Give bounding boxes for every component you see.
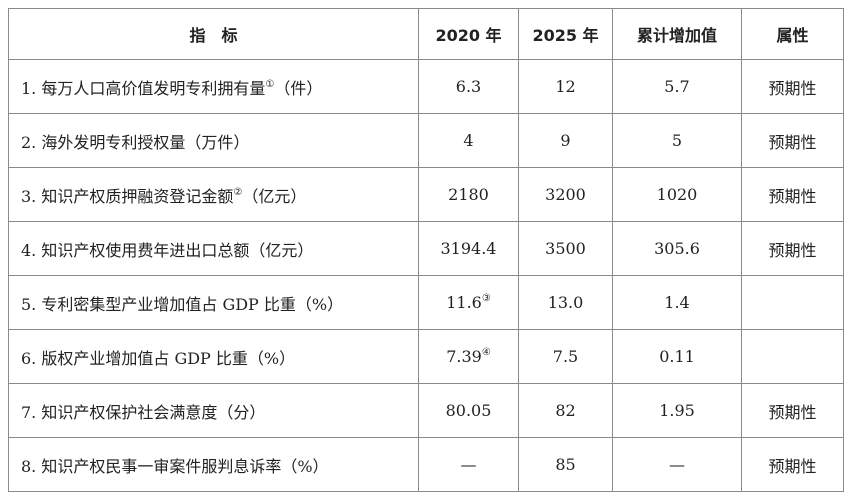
value-cell: 1020 [612, 167, 742, 222]
cell-text: 1. 每万人口高价值发明专利拥有量 [21, 78, 266, 98]
value-cell: 5 [612, 113, 742, 168]
table-row: 6. 版权产业增加值占 GDP 比重（%） 7.39④ 7.5 0.11 [8, 329, 844, 384]
cell-unit: （件） [274, 78, 323, 98]
value-cell: 预期性 [741, 59, 844, 114]
value-cell: — [418, 437, 519, 492]
indicator-cell: 8. 知识产权民事一审案件服判息诉率（%） [8, 437, 419, 492]
value-cell: 预期性 [741, 113, 844, 168]
value-cell: 7.5 [518, 329, 613, 384]
header-cell: 累计增加值 [612, 8, 742, 60]
footnote-mark: ① [265, 78, 275, 90]
value-cell: 1.95 [612, 383, 742, 438]
table-row: 5. 专利密集型产业增加值占 GDP 比重（%） 11.6③ 13.0 1.4 [8, 275, 844, 330]
cell-unit: （亿元） [242, 186, 307, 206]
value-cell: 3194.4 [418, 221, 519, 276]
value-cell: 3500 [518, 221, 613, 276]
footnote-mark: ③ [481, 293, 491, 304]
indicator-cell: 2. 海外发明专利授权量（万件） [8, 113, 419, 168]
value-cell: 2180 [418, 167, 519, 222]
value-cell: 82 [518, 383, 613, 438]
cell-text: 11.6 [446, 293, 482, 312]
value-cell: 85 [518, 437, 613, 492]
value-cell: 305.6 [612, 221, 742, 276]
value-cell: 11.6③ [418, 275, 519, 330]
table-row: 1. 每万人口高价值发明专利拥有量①（件） 6.3 12 5.7 预期性 [8, 59, 844, 114]
header-cell: 属性 [741, 8, 844, 60]
value-cell: 80.05 [418, 383, 519, 438]
table-row: 2. 海外发明专利授权量（万件） 4 9 5 预期性 [8, 113, 844, 168]
value-cell: 预期性 [741, 383, 844, 438]
value-cell [741, 275, 844, 330]
value-cell: 预期性 [741, 167, 844, 222]
header-cell: 2025 年 [518, 8, 613, 60]
header-cell: 指 标 [8, 8, 419, 60]
indicator-cell: 6. 版权产业增加值占 GDP 比重（%） [8, 329, 419, 384]
table-row: 7. 知识产权保护社会满意度（分） 80.05 82 1.95 预期性 [8, 383, 844, 438]
value-cell: 4 [418, 113, 519, 168]
value-cell: 9 [518, 113, 613, 168]
indicator-cell: 4. 知识产权使用费年进出口总额（亿元） [8, 221, 419, 276]
value-cell: 预期性 [741, 221, 844, 276]
value-cell: 预期性 [741, 437, 844, 492]
indicator-cell: 1. 每万人口高价值发明专利拥有量①（件） [8, 59, 419, 114]
header-cell: 2020 年 [418, 8, 519, 60]
value-cell: 1.4 [612, 275, 742, 330]
value-cell: 5.7 [612, 59, 742, 114]
footnote-mark: ② [233, 186, 243, 198]
value-cell: — [612, 437, 742, 492]
value-cell: 7.39④ [418, 329, 519, 384]
table-row: 4. 知识产权使用费年进出口总额（亿元） 3194.4 3500 305.6 预期性 [8, 221, 844, 276]
indicator-cell: 3. 知识产权质押融资登记金额②（亿元） [8, 167, 419, 222]
indicator-cell: 7. 知识产权保护社会满意度（分） [8, 383, 419, 438]
table-body: 1. 每万人口高价值发明专利拥有量①（件） 6.3 12 5.7 预期性 2. 海外发明专… [8, 59, 844, 492]
value-cell: 3200 [518, 167, 613, 222]
cell-text: 3. 知识产权质押融资登记金额 [21, 186, 234, 206]
value-cell: 6.3 [418, 59, 519, 114]
value-cell: 12 [518, 59, 613, 114]
indicator-cell: 5. 专利密集型产业增加值占 GDP 比重（%） [8, 275, 419, 330]
header-row: 指 标 2020 年 2025 年累计增加值 属性 [8, 8, 844, 60]
cell-text: 7.39 [446, 347, 482, 366]
value-cell: 13.0 [518, 275, 613, 330]
table-row: 3. 知识产权质押融资登记金额②（亿元） 2180 3200 1020 预期性 [8, 167, 844, 222]
value-cell [741, 329, 844, 384]
indicator-table: 指 标 2020 年 2025 年累计增加值 属性 1. 每万人口高价值发明专利拥有量… [8, 8, 844, 492]
table-row: 8. 知识产权民事一审案件服判息诉率（%） —85— 预期性 [8, 437, 844, 492]
footnote-mark: ④ [481, 347, 491, 358]
value-cell: 0.11 [612, 329, 742, 384]
